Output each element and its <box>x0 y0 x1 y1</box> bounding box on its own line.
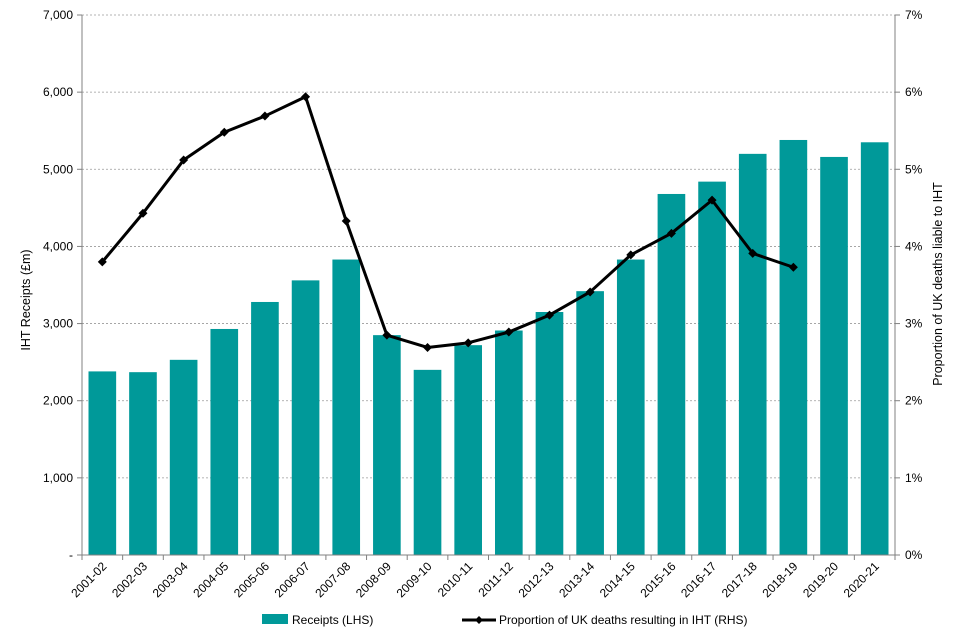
left-tick-label: - <box>69 548 73 562</box>
right-tick-label: 0% <box>905 548 923 562</box>
x-tick-label: 2006-07 <box>272 559 313 600</box>
left-tick-label: 4,000 <box>43 239 73 253</box>
x-tick-label: 2008-09 <box>353 559 394 600</box>
line-point <box>97 257 107 267</box>
x-tick-label: 2012-13 <box>516 559 557 600</box>
left-tick-label: 2,000 <box>43 394 73 408</box>
line-point <box>260 111 270 121</box>
right-axis-ticks: 0% 1% 2% 3% 4% 5% 6% 7% <box>895 8 923 562</box>
bar <box>332 259 361 555</box>
bar <box>779 139 808 555</box>
left-tick-label: 6,000 <box>43 85 73 99</box>
x-tick-label: 2015-16 <box>638 559 679 600</box>
line-point <box>544 310 554 320</box>
x-tick-label: 2001-02 <box>68 559 109 600</box>
bar <box>576 291 604 555</box>
x-axis-ticks: 2001-02 2002-03 2003-04 2004-05 2005-06 2006-… <box>68 555 896 600</box>
line-point <box>219 127 229 137</box>
left-axis-title: IHT Receipts (£m) <box>19 249 33 350</box>
bar <box>413 369 442 555</box>
x-tick-label: 2003-04 <box>150 559 191 600</box>
left-tick-label: 1,000 <box>43 471 73 485</box>
line-point <box>179 155 189 165</box>
bar <box>495 330 523 555</box>
bar <box>88 371 117 555</box>
x-tick-label: 2016-17 <box>678 559 719 600</box>
line-point <box>463 338 473 348</box>
legend-swatch-receipts <box>262 614 288 624</box>
line-point <box>341 216 351 226</box>
bar <box>698 181 726 555</box>
right-tick-label: 1% <box>905 471 923 485</box>
x-tick-label: 2007-08 <box>312 559 353 600</box>
x-tick-label: 2002-03 <box>109 559 150 600</box>
bar <box>169 359 198 555</box>
legend-label-receipts: Receipts (LHS) <box>292 613 373 627</box>
right-axis-title: Proportion of UK deaths liable to IHT <box>931 182 945 386</box>
x-tick-label: 2019-20 <box>800 559 841 600</box>
left-tick-label: 7,000 <box>43 8 73 22</box>
right-tick-label: 2% <box>905 394 923 408</box>
bar <box>535 312 564 555</box>
right-tick-label: 4% <box>905 239 923 253</box>
line-point <box>301 92 311 102</box>
x-tick-label: 2010-11 <box>435 559 476 600</box>
x-tick-label: 2014-15 <box>597 559 638 600</box>
line-point <box>423 342 433 352</box>
right-tick-label: 7% <box>905 8 923 22</box>
bar <box>738 153 767 555</box>
bar-series <box>88 139 889 556</box>
x-tick-label: 2020-21 <box>841 559 882 600</box>
line-point <box>707 195 717 205</box>
legend-marker-proportion <box>475 616 483 624</box>
bar <box>129 372 157 555</box>
line-point <box>748 248 758 258</box>
x-tick-label: 2013-14 <box>556 559 597 600</box>
line-point <box>666 228 676 238</box>
bar <box>860 142 889 556</box>
series-line <box>101 95 794 349</box>
line-point <box>382 330 392 340</box>
axes <box>81 15 896 556</box>
left-axis-ticks: - 1,000 2,000 3,000 4,000 5,000 6,000 7,000 <box>43 8 82 562</box>
bar <box>373 335 401 555</box>
line-point <box>788 262 798 272</box>
grid <box>82 14 895 479</box>
bar <box>210 328 239 555</box>
line-point <box>138 208 148 218</box>
legend-label-proportion: Proportion of UK deaths resulting in IHT… <box>499 613 748 627</box>
bar <box>616 259 645 555</box>
x-tick-label: 2009-10 <box>394 559 435 600</box>
x-tick-label: 2018-19 <box>759 559 800 600</box>
line-point <box>585 287 595 297</box>
x-tick-label: 2011-12 <box>476 559 517 600</box>
left-tick-label: 5,000 <box>43 162 73 176</box>
line-point <box>504 327 514 337</box>
bar <box>657 193 686 555</box>
x-tick-label: 2017-18 <box>719 559 760 600</box>
line-series <box>97 92 798 352</box>
bar <box>251 301 279 555</box>
legend: Receipts (LHS) Proportion of UK deaths r… <box>262 613 748 627</box>
bar <box>454 345 482 555</box>
x-tick-label: 2004-05 <box>190 559 231 600</box>
bar <box>820 156 848 555</box>
right-tick-label: 3% <box>905 317 923 331</box>
right-tick-label: 5% <box>905 162 923 176</box>
bar <box>291 280 320 555</box>
x-tick-label: 2005-06 <box>231 559 272 600</box>
line-point <box>626 250 636 260</box>
right-tick-label: 6% <box>905 85 923 99</box>
left-tick-label: 3,000 <box>43 317 73 331</box>
